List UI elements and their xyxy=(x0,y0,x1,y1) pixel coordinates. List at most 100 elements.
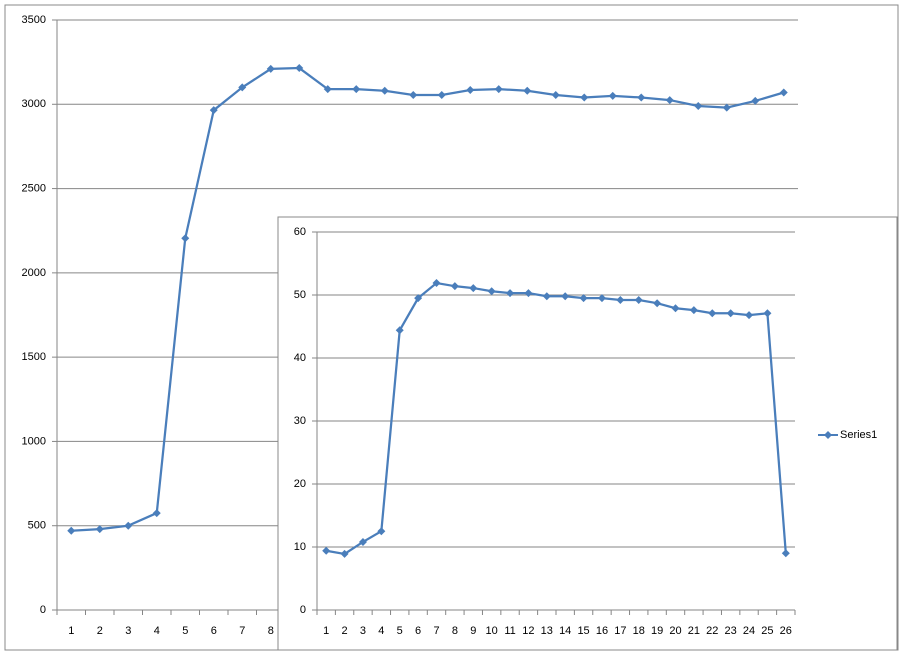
y-tick-label: 2000 xyxy=(22,267,46,279)
x-tick-label: 15 xyxy=(577,625,589,637)
y-tick-label: 500 xyxy=(28,520,46,532)
marker xyxy=(295,64,304,73)
marker xyxy=(579,294,588,303)
x-tick-label: 9 xyxy=(470,625,476,637)
marker xyxy=(763,309,772,318)
x-tick-label: 24 xyxy=(743,625,755,637)
y-tick-label: 2500 xyxy=(22,182,46,194)
x-tick-label: 1 xyxy=(68,625,74,637)
marker xyxy=(722,103,731,112)
x-tick-label: 2 xyxy=(97,625,103,637)
x-tick-label: 13 xyxy=(541,625,553,637)
y-tick-label: 10 xyxy=(294,541,306,553)
marker xyxy=(323,85,332,94)
marker xyxy=(779,88,788,97)
x-tick-label: 16 xyxy=(596,625,608,637)
marker xyxy=(634,296,643,305)
x-tick-label: 12 xyxy=(522,625,534,637)
x-tick-label: 7 xyxy=(239,625,245,637)
marker xyxy=(689,306,698,315)
x-tick-label: 8 xyxy=(268,625,274,637)
marker xyxy=(266,64,275,73)
x-tick-label: 11 xyxy=(504,625,515,637)
x-tick-label: 18 xyxy=(633,625,645,637)
x-tick-label: 14 xyxy=(559,625,571,637)
marker xyxy=(409,91,418,100)
y-tick-label: 40 xyxy=(294,352,306,364)
marker xyxy=(414,294,423,303)
y-tick-label: 50 xyxy=(294,289,306,301)
x-tick-label: 21 xyxy=(688,625,700,637)
x-tick-label: 19 xyxy=(651,625,663,637)
marker xyxy=(395,326,404,335)
marker xyxy=(469,284,478,293)
x-tick-label: 6 xyxy=(415,625,421,637)
legend-label: Series1 xyxy=(840,429,877,441)
x-tick-label: 4 xyxy=(154,625,160,637)
marker xyxy=(542,292,551,301)
y-tick-label: 1500 xyxy=(22,351,46,363)
marker xyxy=(608,91,617,100)
marker xyxy=(487,287,496,296)
marker xyxy=(466,85,475,94)
x-tick-label: 1 xyxy=(323,625,329,637)
x-tick-label: 5 xyxy=(182,625,188,637)
y-tick-label: 3000 xyxy=(22,98,46,110)
chart-area xyxy=(277,216,898,651)
marker xyxy=(745,311,754,320)
marker xyxy=(580,93,589,102)
y-tick-label: 0 xyxy=(40,604,46,616)
marker xyxy=(726,309,735,318)
marker xyxy=(380,86,389,95)
marker xyxy=(665,96,674,105)
marker xyxy=(340,549,349,558)
x-tick-label: 23 xyxy=(725,625,737,637)
marker xyxy=(506,289,515,298)
marker xyxy=(432,279,441,288)
marker xyxy=(524,289,533,298)
y-tick-label: 60 xyxy=(294,226,306,238)
marker xyxy=(95,525,104,534)
marker xyxy=(653,299,662,308)
y-tick-label: 1000 xyxy=(22,435,46,447)
marker xyxy=(181,234,190,243)
x-tick-label: 7 xyxy=(433,625,439,637)
series-line xyxy=(71,66,785,532)
y-tick-label: 30 xyxy=(294,415,306,427)
marker xyxy=(637,93,646,102)
marker xyxy=(751,96,760,105)
x-tick-label: 25 xyxy=(761,625,773,637)
x-tick-label: 4 xyxy=(378,625,384,637)
x-tick-label: 3 xyxy=(360,625,366,637)
marker xyxy=(238,83,247,92)
marker xyxy=(124,521,133,530)
y-tick-label: 0 xyxy=(300,604,306,616)
x-tick-label: 20 xyxy=(669,625,681,637)
marker xyxy=(209,106,218,115)
marker xyxy=(152,509,161,518)
x-tick-label: 22 xyxy=(706,625,718,637)
marker xyxy=(561,292,570,301)
x-tick-label: 26 xyxy=(780,625,792,637)
x-tick-label: 5 xyxy=(397,625,403,637)
marker xyxy=(781,549,790,558)
x-tick-label: 2 xyxy=(342,625,348,637)
legend-marker xyxy=(824,431,832,439)
marker xyxy=(450,282,459,291)
marker xyxy=(671,304,680,313)
x-tick-label: 6 xyxy=(211,625,217,637)
y-tick-label: 3500 xyxy=(22,14,46,26)
marker xyxy=(616,296,625,305)
marker xyxy=(494,85,503,94)
marker xyxy=(67,526,76,535)
x-tick-label: 8 xyxy=(452,625,458,637)
x-tick-label: 3 xyxy=(125,625,131,637)
marker xyxy=(352,85,361,94)
y-tick-label: 20 xyxy=(294,478,306,490)
marker xyxy=(597,294,606,303)
marker xyxy=(523,86,532,95)
marker xyxy=(377,527,386,536)
marker xyxy=(694,101,703,110)
